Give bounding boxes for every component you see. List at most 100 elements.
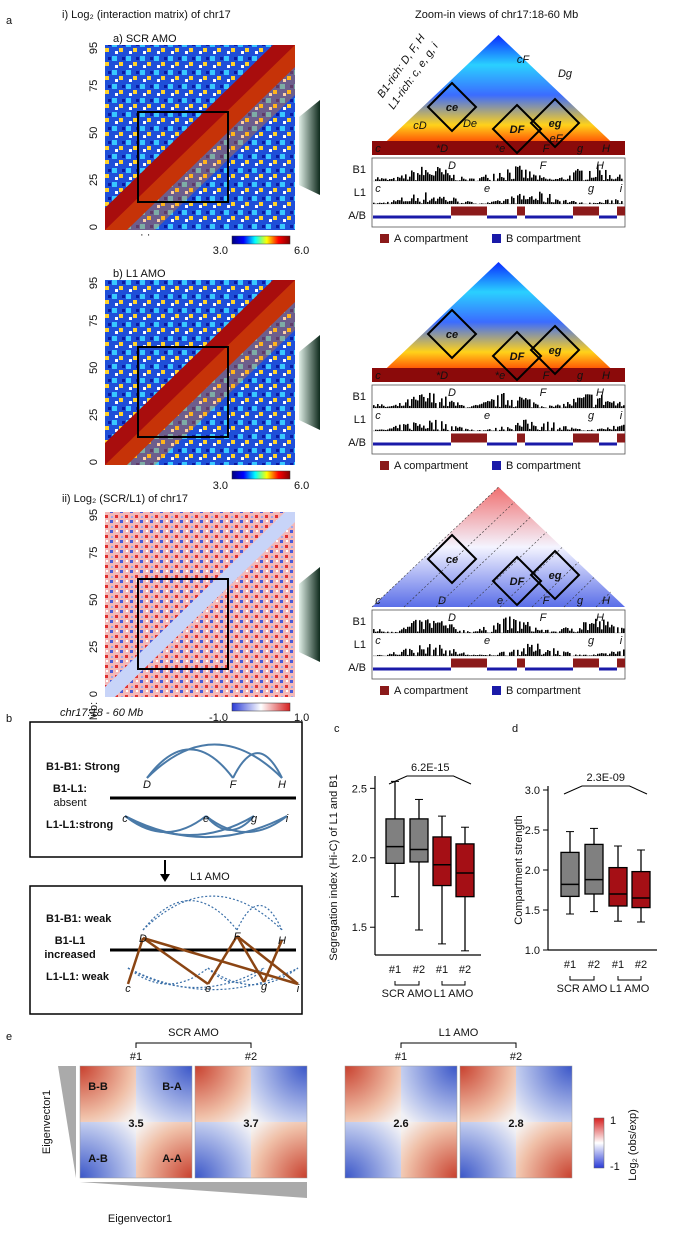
b1-signal <box>449 624 451 633</box>
b-compartment <box>533 442 535 446</box>
x-tick-label: #2 <box>413 964 425 976</box>
b-compartment <box>567 442 569 446</box>
a-compartment <box>477 658 479 668</box>
domain-label: DF <box>510 124 525 136</box>
b1-signal <box>513 178 515 181</box>
panel-label: e <box>6 1031 12 1043</box>
legend-label: A compartment <box>394 685 468 697</box>
b1-signal <box>407 626 409 633</box>
a-compartment <box>451 433 453 443</box>
l1-signal <box>559 655 561 656</box>
b-compartment <box>397 442 399 446</box>
l1-signal <box>475 655 477 656</box>
a-compartment <box>621 433 623 443</box>
b1-signal <box>527 621 529 633</box>
y-tick-label: 3.0 <box>525 785 540 797</box>
b-compartment <box>393 442 395 446</box>
b1-signal <box>567 178 569 181</box>
b1-signal <box>405 402 407 408</box>
l1-signal <box>553 422 555 431</box>
l1-signal <box>623 424 625 431</box>
a-compartment <box>583 206 585 216</box>
saddle-quadrant <box>136 1122 192 1178</box>
b-compartment <box>441 442 443 446</box>
l1-signal <box>535 650 537 656</box>
l1-signal <box>443 653 445 656</box>
l1-signal <box>531 421 533 431</box>
b1-signal <box>439 168 441 181</box>
track-label: L1 <box>354 187 366 199</box>
domain-label: cD <box>413 120 427 132</box>
b1-signal <box>547 629 549 633</box>
l1-signal <box>621 201 623 204</box>
l1-signal <box>571 427 573 431</box>
b-compartment <box>395 215 397 219</box>
l1-signal <box>539 191 541 204</box>
l1-signal <box>409 428 411 431</box>
b1-signal <box>597 627 599 633</box>
l1-signal <box>471 201 473 204</box>
b1-signal <box>553 631 555 633</box>
b1-signal <box>527 399 529 408</box>
l1-signal <box>481 654 483 656</box>
b-compartment <box>495 215 497 219</box>
b1-signal <box>403 627 405 633</box>
l1-signal <box>543 653 545 656</box>
l1-signal <box>377 203 379 204</box>
b1-signal <box>537 629 539 633</box>
b1-signal <box>503 393 505 408</box>
b1-signal <box>573 172 575 181</box>
l1-signal <box>529 647 531 656</box>
l1-signal <box>603 428 605 431</box>
locus-letter: D <box>139 933 147 945</box>
b-compartment <box>435 215 437 219</box>
l1-signal <box>501 202 503 204</box>
l1-signal <box>523 419 525 431</box>
l1-signal <box>589 202 591 204</box>
b-compartment <box>527 442 529 446</box>
b-compartment <box>503 215 505 219</box>
l1-signal <box>417 198 419 204</box>
b1-signal <box>481 630 483 633</box>
b1-signal <box>399 403 401 408</box>
a-compartment <box>521 433 523 443</box>
b-compartment <box>499 442 501 446</box>
b1-signal <box>377 177 379 181</box>
b-compartment <box>541 667 543 671</box>
b1-signal <box>385 178 387 181</box>
l1-signal <box>529 428 531 431</box>
b-compartment <box>377 667 379 671</box>
l1-signal <box>563 426 565 431</box>
zoom-triangle <box>372 487 625 607</box>
l1-signal <box>471 655 473 656</box>
b1-signal <box>455 180 457 181</box>
b-compartment <box>405 667 407 671</box>
l1-letter: g <box>588 410 595 422</box>
b-compartment <box>425 442 427 446</box>
strength-value: 3.5 <box>128 1118 143 1130</box>
b1-signal <box>387 406 389 408</box>
b-compartment <box>607 442 609 446</box>
b-compartment <box>555 667 557 671</box>
a-compartment <box>591 433 593 443</box>
a-compartment <box>575 433 577 443</box>
l1-signal <box>453 197 455 204</box>
y-tick-label: 95 <box>88 277 100 289</box>
b-compartment <box>563 442 565 446</box>
b-compartment <box>547 442 549 446</box>
b-compartment <box>515 667 517 671</box>
l1-signal <box>561 429 563 431</box>
l1-signal <box>383 202 385 204</box>
b-compartment <box>413 667 415 671</box>
b-compartment <box>543 667 545 671</box>
zoom-box <box>137 111 229 203</box>
l1-signal <box>413 194 415 204</box>
l1-signal <box>511 429 513 431</box>
saddle-quadrant <box>460 1066 516 1122</box>
l1-signal <box>509 428 511 431</box>
b1-signal <box>493 399 495 408</box>
b1-signal <box>433 175 435 181</box>
b1-signal <box>507 169 509 181</box>
l1-signal <box>605 653 607 656</box>
b-compartment <box>399 215 401 219</box>
